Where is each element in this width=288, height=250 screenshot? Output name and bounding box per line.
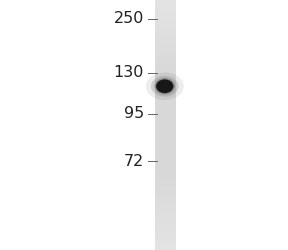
Bar — [155, 186, 176, 190]
Text: 250: 250 — [114, 11, 144, 26]
Bar — [155, 52, 176, 56]
Bar — [155, 34, 176, 38]
Bar — [155, 198, 176, 201]
Bar — [155, 11, 176, 15]
Text: 72: 72 — [124, 154, 144, 169]
Ellipse shape — [146, 72, 184, 100]
Bar — [155, 0, 176, 4]
Bar — [155, 228, 176, 231]
Text: 95: 95 — [124, 106, 144, 121]
Ellipse shape — [156, 80, 173, 93]
Bar — [155, 194, 176, 198]
Bar — [155, 246, 176, 250]
Bar — [155, 8, 176, 11]
Bar — [155, 216, 176, 220]
Text: 130: 130 — [114, 65, 144, 80]
Bar — [155, 231, 176, 235]
Bar — [155, 190, 176, 194]
Bar — [155, 68, 176, 71]
Bar — [155, 235, 176, 239]
Bar — [155, 26, 176, 30]
Bar — [155, 38, 176, 41]
Bar — [155, 201, 176, 205]
Bar — [155, 0, 176, 250]
Bar — [155, 45, 176, 49]
Bar — [155, 209, 176, 212]
Bar — [155, 205, 176, 209]
Bar — [155, 179, 176, 182]
Bar — [155, 56, 176, 60]
Bar — [155, 71, 176, 75]
Bar — [155, 19, 176, 22]
Bar — [155, 60, 176, 64]
Bar — [155, 64, 176, 68]
Bar — [155, 15, 176, 19]
Bar — [155, 239, 176, 242]
Bar — [155, 30, 176, 34]
Ellipse shape — [151, 76, 179, 96]
Bar — [155, 175, 176, 179]
Bar — [155, 242, 176, 246]
Bar — [155, 220, 176, 224]
Bar — [155, 4, 176, 8]
Bar — [155, 182, 176, 186]
Bar — [155, 49, 176, 52]
Ellipse shape — [154, 78, 175, 94]
Bar — [155, 212, 176, 216]
Bar — [155, 41, 176, 45]
Bar — [155, 224, 176, 228]
Bar — [155, 22, 176, 26]
